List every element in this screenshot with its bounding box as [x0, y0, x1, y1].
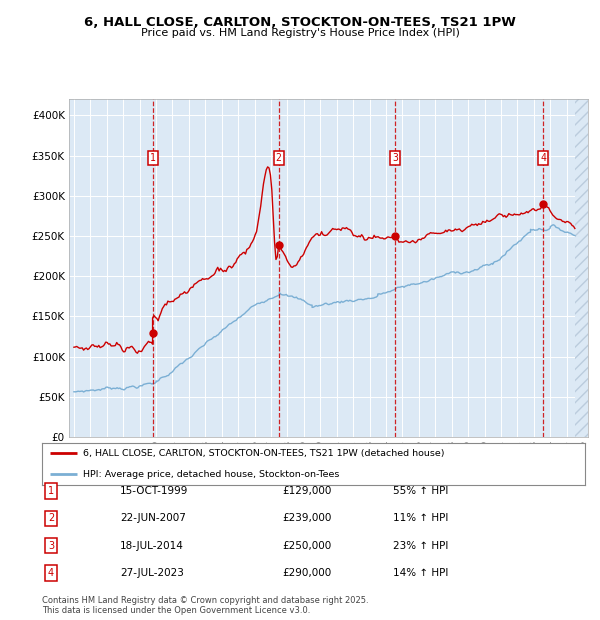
Text: 14% ↑ HPI: 14% ↑ HPI: [393, 568, 448, 578]
Text: 22-JUN-2007: 22-JUN-2007: [120, 513, 186, 523]
Text: 55% ↑ HPI: 55% ↑ HPI: [393, 486, 448, 496]
Text: 1: 1: [48, 486, 54, 496]
Text: 6, HALL CLOSE, CARLTON, STOCKTON-ON-TEES, TS21 1PW (detached house): 6, HALL CLOSE, CARLTON, STOCKTON-ON-TEES…: [83, 449, 444, 458]
Text: 27-JUL-2023: 27-JUL-2023: [120, 568, 184, 578]
Text: Contains HM Land Registry data © Crown copyright and database right 2025.
This d: Contains HM Land Registry data © Crown c…: [42, 596, 368, 615]
Text: 2: 2: [276, 153, 281, 163]
Text: 15-OCT-1999: 15-OCT-1999: [120, 486, 188, 496]
Text: £290,000: £290,000: [282, 568, 331, 578]
Text: 1: 1: [149, 153, 155, 163]
Text: HPI: Average price, detached house, Stockton-on-Tees: HPI: Average price, detached house, Stoc…: [83, 470, 339, 479]
Text: £129,000: £129,000: [282, 486, 331, 496]
Text: Price paid vs. HM Land Registry's House Price Index (HPI): Price paid vs. HM Land Registry's House …: [140, 28, 460, 38]
Text: 4: 4: [48, 568, 54, 578]
Text: 2: 2: [48, 513, 54, 523]
Text: 18-JUL-2014: 18-JUL-2014: [120, 541, 184, 551]
Text: 11% ↑ HPI: 11% ↑ HPI: [393, 513, 448, 523]
Text: 3: 3: [48, 541, 54, 551]
Bar: [575, 99, 591, 437]
Text: £239,000: £239,000: [282, 513, 331, 523]
Text: 6, HALL CLOSE, CARLTON, STOCKTON-ON-TEES, TS21 1PW: 6, HALL CLOSE, CARLTON, STOCKTON-ON-TEES…: [84, 16, 516, 29]
Text: 4: 4: [540, 153, 546, 163]
Text: 23% ↑ HPI: 23% ↑ HPI: [393, 541, 448, 551]
Text: 3: 3: [392, 153, 398, 163]
Text: £250,000: £250,000: [282, 541, 331, 551]
